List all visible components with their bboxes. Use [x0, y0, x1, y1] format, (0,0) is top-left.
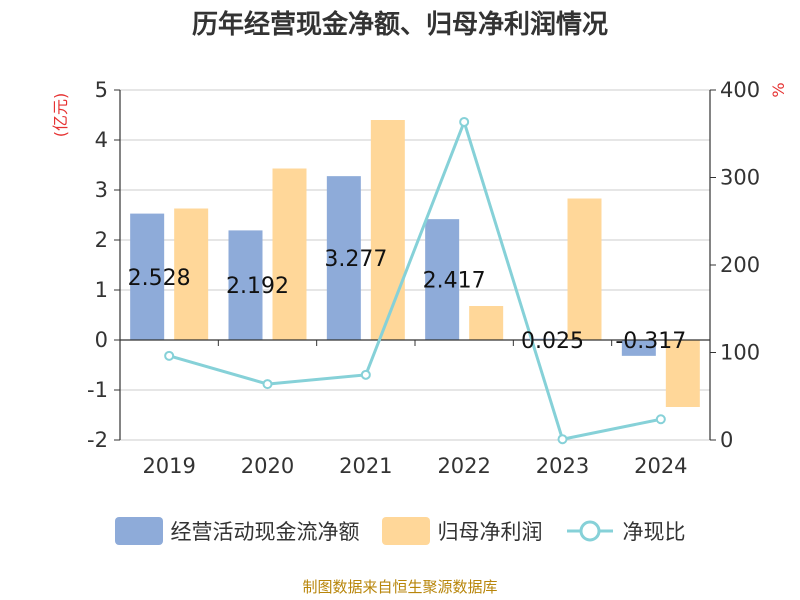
legend-line-icon — [566, 520, 613, 542]
legend-item-net-profit[interactable]: 归母净利润 — [381, 516, 543, 546]
legend-swatch-net-profit — [381, 517, 430, 545]
left-tick-label: 2 — [95, 228, 108, 252]
right-tick-label: 0 — [720, 428, 733, 452]
data-label-operating-cashflow: 3.277 — [324, 247, 387, 272]
legend: 经营活动现金流净额 归母净利润 净现比 — [0, 516, 800, 546]
source-note: 制图数据来自恒生聚源数据库 — [302, 578, 498, 596]
left-axis-unit: (亿元) — [51, 93, 70, 138]
bar-operating-cashflow — [130, 213, 165, 340]
bar-operating-cashflow — [621, 340, 656, 356]
legend-item-cash-ratio[interactable]: 净现比 — [565, 516, 686, 546]
x-tick-label: 2022 — [437, 454, 490, 478]
right-tick-label: 100 — [720, 341, 760, 365]
x-tick-label: 2020 — [241, 454, 294, 478]
bar-net-profit — [272, 168, 307, 340]
point-cash-ratio — [164, 350, 175, 361]
bar-operating-cashflow — [228, 230, 263, 340]
data-label-operating-cashflow: 2.417 — [423, 269, 486, 294]
bar-net-profit — [370, 120, 405, 340]
x-tick-label: 2024 — [634, 454, 687, 478]
left-tick-label: 4 — [95, 128, 108, 152]
x-tick-label: 2023 — [536, 454, 589, 478]
bar-net-profit — [174, 208, 209, 340]
bar-operating-cashflow — [523, 338, 558, 340]
left-tick-label: 1 — [95, 278, 108, 302]
legend-item-operating-cashflow[interactable]: 经营活动现金流净额 — [114, 516, 360, 546]
x-tick-label: 2019 — [142, 454, 195, 478]
right-axis-unit: % — [769, 82, 788, 97]
legend-label-net-profit: 归母净利润 — [437, 520, 543, 544]
line-cash-ratio — [168, 117, 662, 441]
legend-swatch-operating-cashflow — [114, 517, 163, 545]
bar-net-profit — [665, 340, 700, 407]
left-tick-label: 3 — [95, 178, 108, 202]
data-label-operating-cashflow: 2.192 — [226, 274, 289, 299]
right-tick-label: 300 — [720, 166, 760, 190]
right-tick-label: 200 — [720, 253, 760, 277]
bar-operating-cashflow — [425, 219, 460, 340]
legend-label-operating-cashflow: 经营活动现金流净额 — [170, 520, 360, 544]
left-tick-label: -1 — [87, 378, 108, 402]
point-cash-ratio — [262, 379, 273, 390]
data-label-operating-cashflow: 2.528 — [128, 266, 191, 291]
data-label-operating-cashflow: -0.317 — [615, 329, 686, 354]
right-tick-label: 400 — [720, 78, 760, 102]
left-tick-label: 5 — [95, 78, 108, 102]
data-label-operating-cashflow: 0.025 — [521, 329, 584, 354]
bar-operating-cashflow — [326, 176, 361, 340]
point-cash-ratio — [360, 369, 371, 380]
bar-net-profit — [567, 198, 602, 340]
left-tick-label: -2 — [87, 428, 108, 452]
left-tick-label: 0 — [95, 328, 108, 352]
chart-title: 历年经营现金净额、归母净利润情况 — [191, 10, 608, 40]
point-cash-ratio — [557, 434, 568, 445]
point-cash-ratio — [459, 116, 470, 127]
legend-label-cash-ratio: 净现比 — [622, 520, 686, 544]
point-cash-ratio — [655, 414, 666, 425]
x-tick-label: 2021 — [339, 454, 392, 478]
bar-net-profit — [469, 306, 504, 340]
